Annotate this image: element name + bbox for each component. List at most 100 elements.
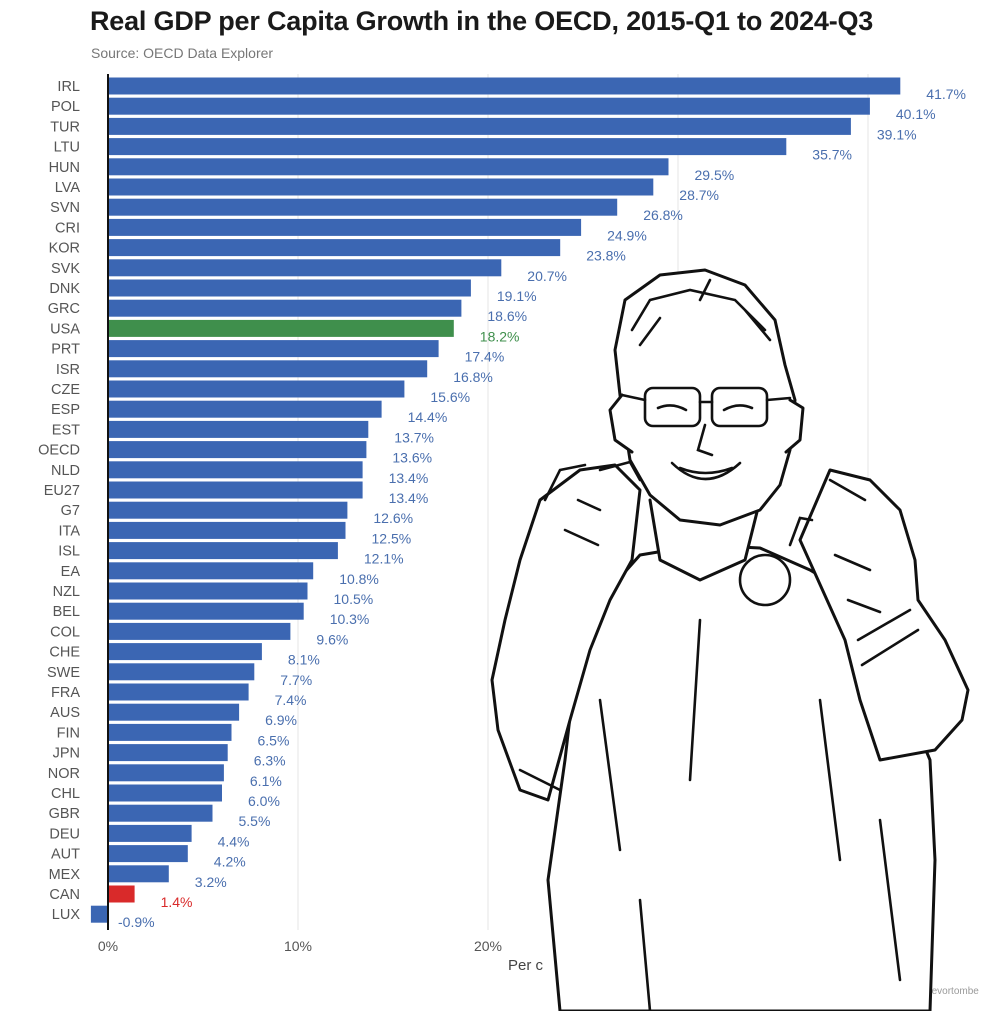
category-label: KOR: [49, 241, 80, 257]
bar-jpn: [108, 744, 228, 762]
category-label: BEL: [53, 604, 80, 620]
bar-esp: [108, 400, 382, 418]
value-label: 3.2%: [195, 874, 227, 890]
category-label: LUX: [52, 907, 81, 923]
left-hand-fingers: [543, 460, 642, 547]
credit-text: by @trevortombe: [902, 986, 979, 997]
category-label: MEX: [49, 867, 81, 883]
cuff-lines: [518, 608, 920, 792]
x-tick-label: 10%: [284, 938, 312, 954]
value-label: 12.5%: [372, 530, 412, 546]
badge-circle: [738, 553, 792, 607]
ear-right: [784, 398, 805, 454]
category-label: CZE: [51, 382, 80, 398]
value-label: 10.3%: [330, 611, 370, 627]
category-label: DEU: [49, 826, 80, 842]
value-label: 28.7%: [679, 187, 719, 203]
category-label: NLD: [51, 463, 80, 479]
value-label: 7.7%: [280, 672, 312, 688]
category-label: HUN: [49, 160, 80, 176]
nose: [696, 423, 714, 457]
value-label: 19.1%: [497, 288, 537, 304]
value-label: 15.6%: [430, 389, 470, 405]
bar-hun: [108, 158, 669, 176]
bar-usa: [108, 319, 454, 337]
value-label: 26.8%: [643, 207, 683, 223]
bar-tur: [108, 117, 851, 135]
x-tick-label: 20%: [474, 938, 502, 954]
category-label: AUT: [51, 847, 80, 863]
x-tick-label: 0%: [98, 938, 118, 954]
value-label: 41.7%: [926, 86, 966, 102]
ear-left: [608, 393, 634, 454]
value-label: 16.8%: [453, 369, 493, 385]
bar-nld: [108, 461, 363, 479]
eye-left: [656, 404, 688, 412]
bar-nzl: [108, 582, 308, 600]
value-label: 17.4%: [465, 349, 505, 365]
bar-irl: [108, 77, 901, 95]
category-label: GRC: [48, 301, 80, 317]
chart-title: Real GDP per Capita Growth in the OECD, …: [90, 6, 874, 36]
bar-can: [108, 885, 135, 903]
value-label: 14.4%: [408, 409, 448, 425]
bar-pol: [108, 97, 870, 115]
bar-deu: [108, 824, 192, 842]
x-axis-label: Per c: [508, 957, 544, 974]
category-label: USA: [50, 321, 80, 337]
category-label: G7: [61, 503, 80, 519]
value-label: 13.4%: [389, 490, 429, 506]
bar-lux: [90, 905, 108, 923]
category-label: SWE: [47, 665, 80, 681]
bar-chl: [108, 784, 222, 802]
category-label: ESP: [51, 402, 80, 418]
category-label: COL: [50, 624, 80, 640]
category-label: AUS: [50, 705, 80, 721]
category-labels: IRL POL TUR LTU HUN LVA SVN CRI KOR SVK DNK GRC USA P…: [38, 79, 80, 923]
category-label: FIN: [57, 725, 80, 741]
value-label: 40.1%: [896, 106, 936, 122]
value-label: 18.2%: [480, 328, 520, 344]
bar-est: [108, 420, 369, 438]
bar-ita: [108, 521, 346, 539]
bar-kor: [108, 239, 561, 257]
bar-aus: [108, 703, 240, 721]
value-label: 29.5%: [695, 167, 735, 183]
value-label: 12.1%: [364, 551, 404, 567]
glasses-left-lens: [643, 386, 702, 428]
bar-gbr: [108, 804, 213, 822]
category-label: EST: [52, 422, 80, 438]
value-label: 13.6%: [392, 450, 432, 466]
sweater-folds: [598, 618, 902, 1011]
bar-ea: [108, 562, 314, 580]
category-label: LTU: [54, 140, 80, 156]
category-label: FRA: [51, 685, 80, 701]
bar-dnk: [108, 279, 471, 297]
category-label: ITA: [59, 523, 81, 539]
value-label: 24.9%: [607, 227, 647, 243]
value-label: 13.4%: [389, 470, 429, 486]
value-label: 9.6%: [316, 631, 348, 647]
category-label: ISL: [58, 544, 80, 560]
category-label: NZL: [53, 584, 80, 600]
bar-col: [108, 622, 291, 640]
bar-lva: [108, 178, 654, 196]
value-label: 6.9%: [265, 712, 297, 728]
value-label: 8.1%: [288, 652, 320, 668]
value-label: 10.8%: [339, 571, 379, 587]
category-label: EA: [61, 564, 81, 580]
category-label: CHL: [51, 786, 80, 802]
bar-aut: [108, 845, 188, 863]
category-label: DNK: [49, 281, 80, 297]
value-label: 10.5%: [334, 591, 374, 607]
bar-eu27: [108, 481, 363, 499]
value-label: 4.2%: [214, 854, 246, 870]
bar-che: [108, 643, 262, 661]
bar-prt: [108, 340, 439, 358]
bar-isr: [108, 360, 428, 378]
bar-fin: [108, 723, 232, 741]
category-label: EU27: [44, 483, 80, 499]
value-labels: 41.7% 40.1% 39.1% 35.7% 29.5% 28.7% 26.8% 24.9%…: [118, 86, 966, 930]
value-label: -0.9%: [118, 914, 155, 930]
